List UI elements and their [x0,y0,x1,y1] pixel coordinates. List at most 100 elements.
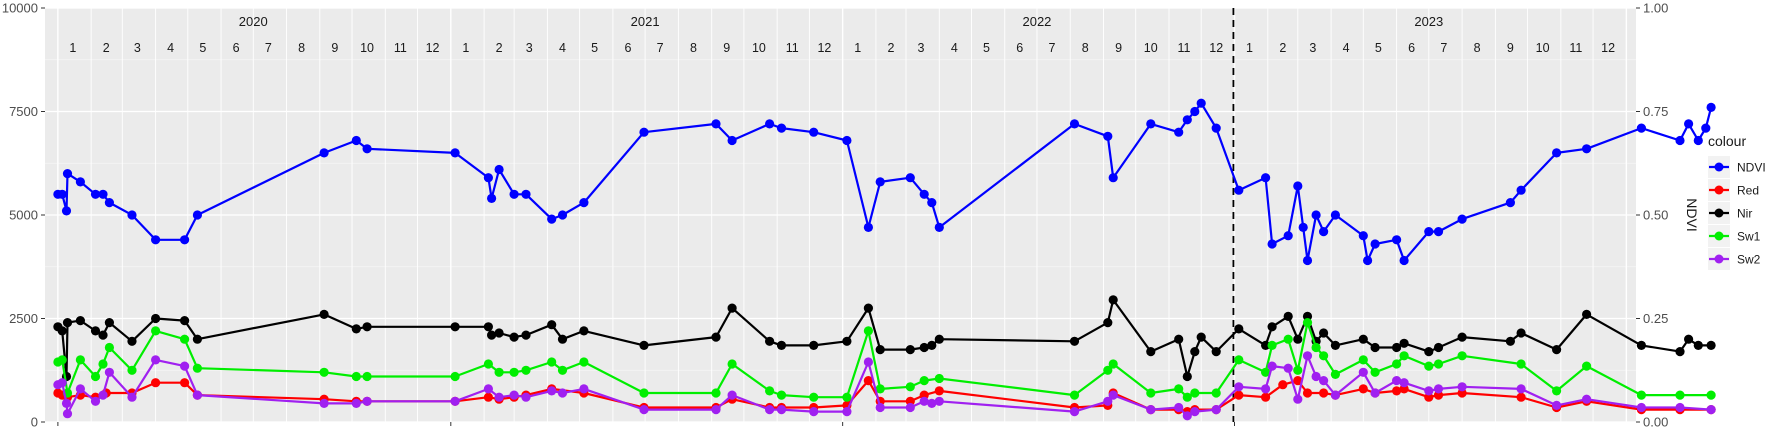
legend-key-point [1714,231,1724,241]
data-point-sw1 [1392,359,1402,369]
legend-item-ndvi: NDVI [1708,156,1766,178]
data-point-sw1 [57,355,67,365]
data-point-sw2 [1706,405,1716,415]
y2-tick-label: 0.75 [1643,104,1668,119]
data-point-ndvi [1505,198,1515,208]
month-label: 11 [786,41,799,55]
data-point-sw1 [1211,388,1221,398]
data-point-sw1 [1293,365,1303,375]
data-point-ndvi [1582,144,1592,154]
data-point-nir [1330,340,1340,350]
legend-label: Sw1 [1737,230,1761,244]
data-point-sw2 [1675,402,1685,413]
data-point-ndvi [1302,255,1313,266]
data-point-sw1 [727,359,737,369]
data-point-nir [875,345,885,355]
data-point-ndvi [1293,181,1303,191]
month-label: 4 [559,41,566,55]
data-point-nir [1182,371,1192,382]
data-point-ndvi [1234,185,1244,195]
data-point-sw2 [450,396,460,406]
data-point-sw1 [1302,318,1313,328]
data-point-sw2 [1302,351,1313,361]
data-point-ndvi [127,210,137,220]
data-point-sw1 [351,371,361,382]
month-label: 4 [167,41,174,55]
data-point-ndvi [1103,131,1113,141]
data-point-ndvi [521,189,531,199]
data-point-ndvi [1433,227,1444,237]
y-tick-label: 2500 [9,311,38,326]
data-point-nir [905,345,915,355]
legend-label: Nir [1737,207,1752,221]
year-label: 2022 [1022,14,1051,29]
data-point-ndvi [919,189,929,199]
data-point-sw2 [104,367,114,377]
data-point-red [1319,388,1329,398]
series-sw2 [53,351,1716,421]
data-point-ndvi [1552,148,1562,158]
data-point-sw1 [192,363,202,373]
month-label: 7 [657,41,664,55]
data-point-nir [1505,336,1515,346]
legend-item-sw2: Sw2 [1708,248,1761,270]
data-point-sw2 [509,390,519,400]
data-point-nir [62,318,73,328]
data-point-ndvi [727,135,737,146]
data-point-ndvi [1267,239,1277,249]
data-point-nir [547,320,557,330]
data-point-ndvi [494,164,504,175]
data-point-sw1 [1103,365,1113,375]
month-label: 11 [1569,41,1582,55]
data-point-ndvi [62,169,73,179]
month-label: 12 [1209,41,1223,55]
data-point-ndvi [1182,115,1192,125]
data-point-sw1 [1457,351,1467,361]
data-point-nir [863,303,874,313]
data-point-sw2 [90,396,101,406]
data-point-sw1 [1636,390,1646,400]
data-point-sw2 [1424,386,1434,396]
y2-tick-label: 1.00 [1643,1,1668,16]
data-point-sw2 [1636,402,1646,413]
data-point-nir [1358,334,1368,344]
data-point-red [151,378,161,388]
data-point-red [180,378,190,388]
data-point-sw1 [509,367,519,377]
data-point-sw2 [1190,407,1200,417]
data-point-sw1 [362,371,372,382]
data-point-sw1 [319,367,329,377]
data-point-sw2 [61,398,72,408]
data-point-sw1 [1311,342,1321,353]
data-point-ndvi [776,123,787,133]
month-label: 9 [1507,41,1514,55]
month-label: 6 [233,41,240,55]
data-point-ndvi [1363,255,1373,266]
data-point-ndvi [765,119,775,129]
data-point-sw2 [842,407,852,417]
data-point-nir [319,309,329,319]
data-point-sw2 [1261,384,1271,394]
data-point-red [1302,388,1313,398]
data-point-nir [579,326,589,336]
data-point-nir [521,330,531,340]
legend-label: NDVI [1737,161,1766,175]
data-point-sw2 [905,402,915,413]
data-point-ndvi [1399,255,1409,266]
data-point-ndvi [863,222,874,232]
legend-key-point [1714,208,1724,218]
data-point-nir [1552,345,1562,355]
data-point-nir [639,340,649,350]
month-label: 8 [298,41,305,55]
data-point-ndvi [362,144,372,154]
data-point-ndvi [934,222,944,232]
data-point-ndvi [809,127,819,137]
data-point-sw2 [776,405,787,415]
data-point-nir [127,336,137,346]
month-label: 8 [1082,41,1089,55]
data-point-red [1278,380,1288,390]
data-point-ndvi [1298,222,1308,232]
data-point-nir [1108,295,1118,305]
